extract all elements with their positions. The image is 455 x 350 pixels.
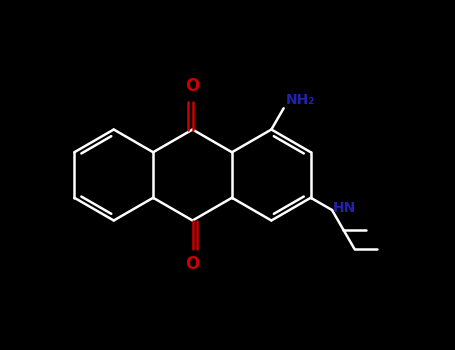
Text: NH₂: NH₂ [285, 92, 314, 106]
Text: HN: HN [333, 201, 356, 215]
Text: O: O [186, 255, 200, 273]
Text: O: O [186, 77, 200, 95]
